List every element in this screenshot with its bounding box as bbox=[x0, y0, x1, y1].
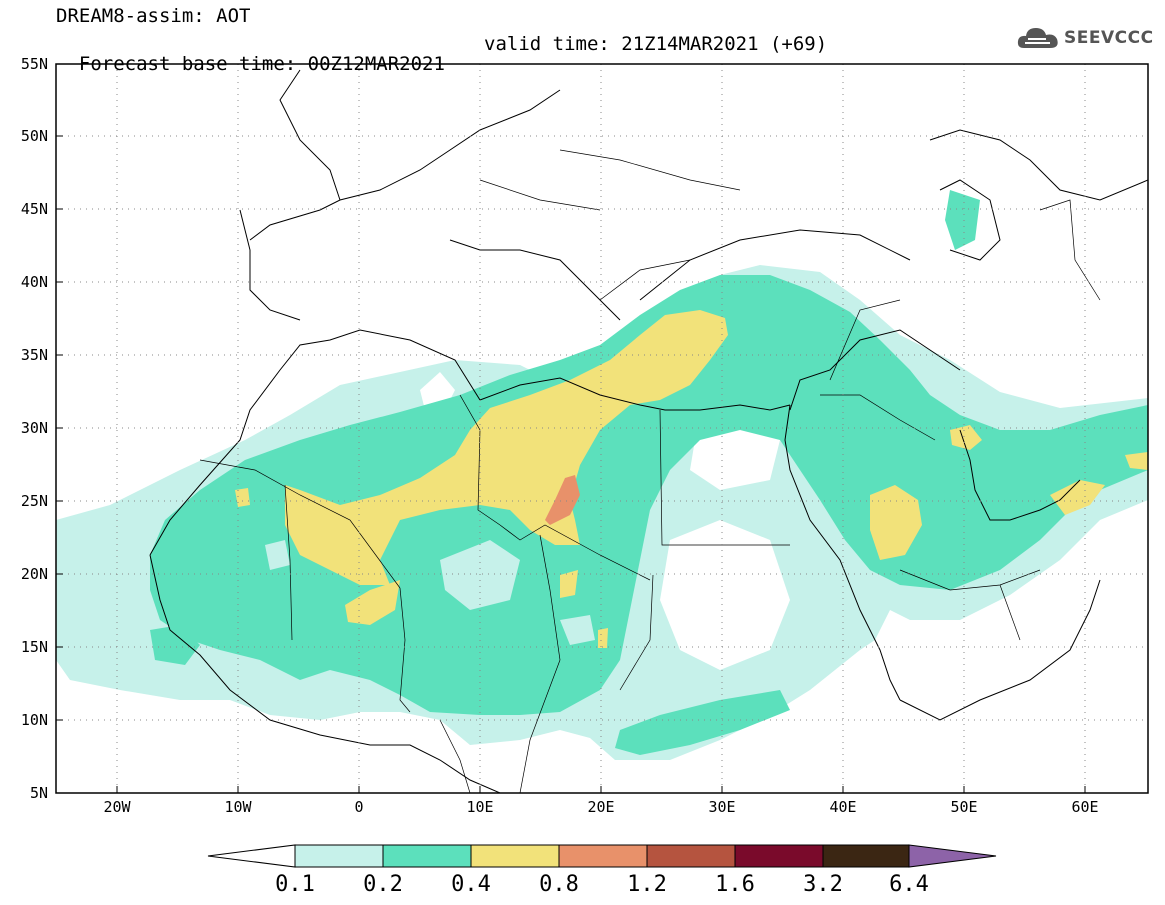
longitude-labels: 20W 10W 0 10E 20E 30E 40E 50E 60E bbox=[103, 798, 1098, 816]
colorbar-label: 6.4 bbox=[889, 872, 929, 897]
colorbar-bin bbox=[822, 844, 910, 868]
lon-label: 10W bbox=[224, 798, 252, 816]
cloud-icon bbox=[1017, 28, 1058, 48]
colorbar-label: 0.2 bbox=[363, 872, 403, 897]
colorbar-label: 1.2 bbox=[627, 872, 667, 897]
lat-label: 20N bbox=[21, 565, 48, 583]
colorbar-bin bbox=[558, 844, 648, 868]
lon-label: 60E bbox=[1071, 798, 1098, 816]
lat-label: 40N bbox=[21, 273, 48, 291]
colorbar-low-arrow bbox=[207, 844, 296, 868]
lon-label: 50E bbox=[950, 798, 977, 816]
colorbar-bin bbox=[294, 844, 384, 868]
lat-label: 25N bbox=[21, 492, 48, 510]
lat-label: 55N bbox=[21, 55, 48, 73]
lon-label: 20E bbox=[587, 798, 614, 816]
colorbar-label: 0.4 bbox=[451, 872, 491, 897]
aot-zone-0.8 bbox=[545, 475, 580, 525]
colorbar bbox=[207, 844, 997, 868]
lon-label: 20W bbox=[103, 798, 131, 816]
lat-label: 35N bbox=[21, 346, 48, 364]
lat-label: 30N bbox=[21, 419, 48, 437]
country-borders bbox=[199, 149, 1101, 793]
colorbar-label: 0.1 bbox=[275, 872, 315, 897]
lon-label: 10E bbox=[466, 798, 493, 816]
colorbar-bin bbox=[382, 844, 472, 868]
lat-label: 10N bbox=[21, 711, 48, 729]
lat-label: 45N bbox=[21, 200, 48, 218]
colorbar-label: 0.8 bbox=[539, 872, 579, 897]
colorbar-high-arrow bbox=[908, 844, 997, 868]
lat-label: 5N bbox=[30, 784, 48, 802]
lat-label: 15N bbox=[21, 638, 48, 656]
colorbar-label: 1.6 bbox=[715, 872, 755, 897]
colorbar-bin bbox=[470, 844, 560, 868]
colorbar-bin bbox=[646, 844, 736, 868]
logo-text: SEEVCCC bbox=[1064, 28, 1154, 48]
coastlines bbox=[149, 69, 1148, 793]
lon-label: 0 bbox=[354, 798, 363, 816]
colorbar-labels: 0.1 0.2 0.4 0.8 1.2 1.6 3.2 6.4 bbox=[275, 872, 929, 897]
aot-zone-0.4 bbox=[285, 310, 728, 585]
lon-label: 40E bbox=[829, 798, 856, 816]
colorbar-label: 3.2 bbox=[803, 872, 843, 897]
tick-marks bbox=[56, 135, 1086, 793]
lon-label: 30E bbox=[708, 798, 735, 816]
aot-field bbox=[56, 64, 1148, 793]
lat-label: 50N bbox=[21, 127, 48, 145]
valid-time: valid time: 21Z14MAR2021 (+69) bbox=[484, 33, 828, 55]
colorbar-bin bbox=[734, 844, 824, 868]
map-title: DREAM8-assim: AOT bbox=[56, 5, 251, 27]
latitude-labels: 55N 50N 45N 40N 35N 30N 25N 20N 15N 10N … bbox=[21, 55, 48, 802]
aot-zone-0.2 bbox=[150, 275, 1148, 715]
seevccc-logo: SEEVCCC bbox=[1016, 22, 1154, 54]
gridlines bbox=[56, 64, 1148, 793]
